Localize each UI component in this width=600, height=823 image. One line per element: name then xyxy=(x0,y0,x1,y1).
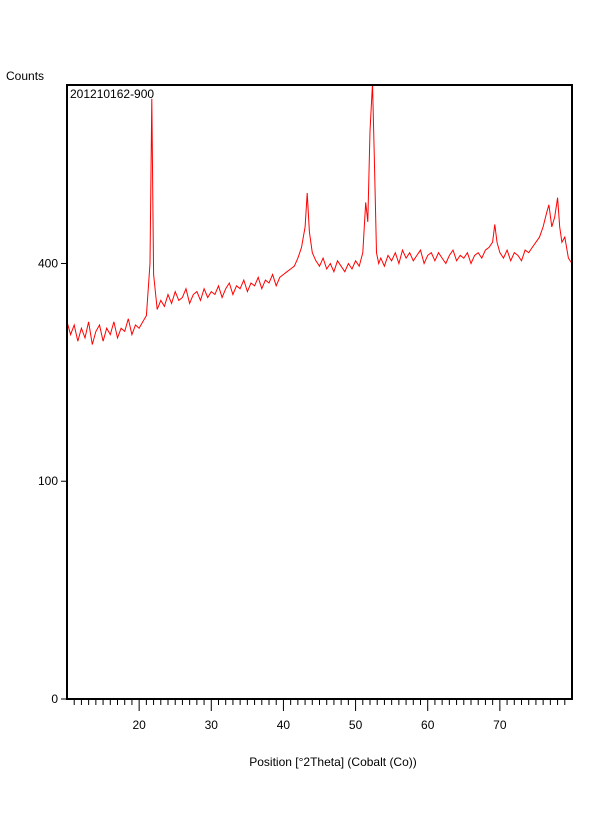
x-tick-label: 40 xyxy=(277,718,291,732)
x-tick-label: 30 xyxy=(205,718,219,732)
sample-label: 201210162-900 xyxy=(70,87,154,101)
y-tick-label: 0 xyxy=(51,692,58,706)
y-axis-label: Counts xyxy=(6,69,44,83)
plot-frame xyxy=(66,84,573,700)
y-tick-label: 100 xyxy=(38,474,58,488)
x-tick-label: 70 xyxy=(493,718,507,732)
x-tick-label: 50 xyxy=(349,718,363,732)
x-tick-label: 20 xyxy=(132,718,146,732)
data-series-line xyxy=(67,85,572,345)
x-axis-label: Position [°2Theta] (Cobalt (Co)) xyxy=(249,755,417,769)
x-tick-label: 60 xyxy=(421,718,435,732)
y-tick-label: 400 xyxy=(38,256,58,270)
